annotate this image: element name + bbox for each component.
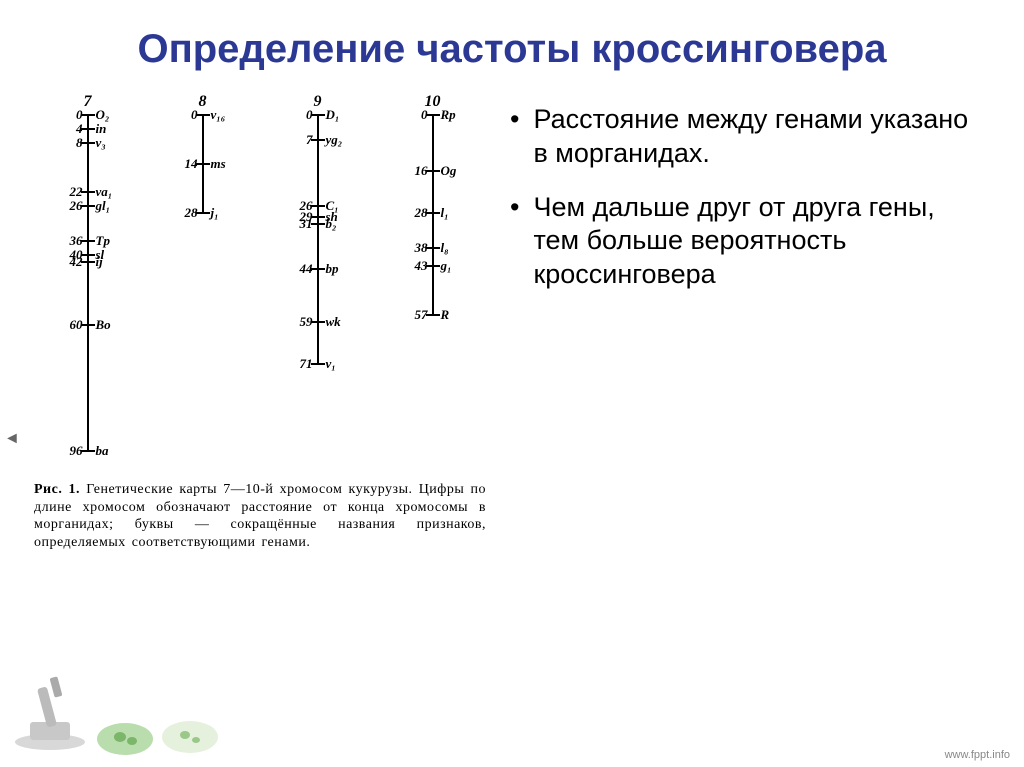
gene-tick	[311, 205, 325, 207]
gene-label: v₁	[326, 356, 336, 372]
gene-label: v₃	[96, 135, 106, 151]
gene-marker: 26gl₁	[38, 199, 138, 213]
gene-tick	[426, 314, 440, 316]
bullet-text: Чем дальше друг от друга гены, тем больш…	[533, 191, 984, 292]
caption-text: Генетические карты 7—10-й хромосом кукур…	[34, 482, 486, 550]
gene-marker: 31b₂	[268, 217, 368, 231]
nav-arrow-icon: ◄	[4, 430, 20, 448]
gene-marker: 0Rp	[383, 108, 483, 122]
gene-tick	[426, 114, 440, 116]
gene-label: b₂	[326, 216, 337, 232]
chromosome-8: 80v₁₆14ms28j₁	[153, 93, 253, 473]
gene-label: bp	[326, 261, 339, 277]
gene-marker: 7yg₂	[268, 133, 368, 147]
gene-tick	[426, 247, 440, 249]
gene-marker: 36Tp	[38, 234, 138, 248]
bullet-dot: •	[510, 191, 519, 292]
gene-tick	[311, 268, 325, 270]
slide-title: Определение частоты кроссинговера	[0, 0, 1024, 83]
gene-marker: 0v₁₆	[153, 108, 253, 122]
gene-tick	[81, 450, 95, 452]
gene-label: v₁₆	[211, 107, 226, 123]
gene-marker: 28j₁	[153, 206, 253, 220]
gene-label: gl₁	[96, 198, 111, 214]
gene-marker: 57R	[383, 308, 483, 322]
gene-tick	[81, 205, 95, 207]
bullet-dot: •	[510, 103, 519, 171]
bullet-1: • Расстояние между генами указано в морг…	[510, 103, 984, 171]
gene-tick	[81, 128, 95, 130]
gene-tick	[426, 170, 440, 172]
gene-marker: 28l₁	[383, 206, 483, 220]
footer-link: www.fppt.info	[945, 749, 1010, 761]
gene-marker: 42ij	[38, 255, 138, 269]
gene-marker: 16Og	[383, 164, 483, 178]
gene-marker: 0D₁	[268, 108, 368, 122]
decorative-microscope-icon	[10, 667, 230, 757]
gene-marker: 4in	[38, 122, 138, 136]
content-area: 70O₂4in8v₃22va₁26gl₁36Tp40sl42ij60Bo96ba…	[0, 83, 1024, 551]
gene-label: j₁	[211, 205, 219, 221]
gene-label: l₈	[441, 240, 449, 256]
gene-label: D₁	[326, 107, 340, 123]
gene-tick	[196, 163, 210, 165]
gene-tick	[81, 324, 95, 326]
chromosome-7: 70O₂4in8v₃22va₁26gl₁36Tp40sl42ij60Bo96ba	[38, 93, 138, 473]
gene-label: ms	[211, 156, 226, 172]
gene-tick	[311, 114, 325, 116]
gene-label: Bo	[96, 317, 111, 333]
gene-tick	[426, 212, 440, 214]
gene-label: ba	[96, 443, 109, 459]
chromosome-axis	[87, 115, 89, 451]
gene-marker: 59wk	[268, 315, 368, 329]
gene-marker: 43g₁	[383, 259, 483, 273]
gene-tick	[196, 114, 210, 116]
chromosome-charts: 70O₂4in8v₃22va₁26gl₁36Tp40sl42ij60Bo96ba…	[30, 93, 490, 473]
gene-tick	[311, 223, 325, 225]
gene-label: Rp	[441, 107, 456, 123]
caption-fig-label: Рис. 1.	[34, 482, 80, 497]
gene-label: wk	[326, 314, 341, 330]
gene-marker: 96ba	[38, 444, 138, 458]
chromosome-9: 90D₁7yg₂26C₁29sh31b₂44bp59wk71v₁	[268, 93, 368, 473]
bullet-2: • Чем дальше друг от друга гены, тем бол…	[510, 191, 984, 292]
gene-tick	[81, 240, 95, 242]
gene-tick	[311, 139, 325, 141]
gene-label: g₁	[441, 258, 452, 274]
gene-label: ij	[96, 254, 103, 270]
chromosome-10: 100Rp16Og28l₁38l₈43g₁57R	[383, 93, 483, 473]
gene-marker: 60Bo	[38, 318, 138, 332]
gene-tick	[81, 191, 95, 193]
genetic-maps-panel: 70O₂4in8v₃22va₁26gl₁36Tp40sl42ij60Bo96ba…	[30, 93, 490, 551]
gene-tick	[426, 265, 440, 267]
bullet-text: Расстояние между генами указано в морган…	[533, 103, 984, 171]
gene-marker: 71v₁	[268, 357, 368, 371]
figure-caption: Рис. 1. Генетические карты 7—10-й хромос…	[30, 481, 490, 551]
gene-marker: 44bp	[268, 262, 368, 276]
gene-tick	[81, 114, 95, 116]
gene-label: Og	[441, 163, 457, 179]
gene-tick	[311, 363, 325, 365]
gene-marker: 14ms	[153, 157, 253, 171]
bullets-panel: • Расстояние между генами указано в морг…	[510, 93, 984, 551]
gene-marker: 0O₂	[38, 108, 138, 122]
gene-tick	[311, 321, 325, 323]
gene-tick	[81, 261, 95, 263]
gene-marker: 8v₃	[38, 136, 138, 150]
gene-tick	[196, 212, 210, 214]
gene-label: yg₂	[326, 132, 343, 148]
gene-marker: 22va₁	[38, 185, 138, 199]
gene-label: l₁	[441, 205, 449, 221]
gene-label: R	[441, 307, 450, 323]
gene-tick	[81, 142, 95, 144]
gene-marker: 38l₈	[383, 241, 483, 255]
